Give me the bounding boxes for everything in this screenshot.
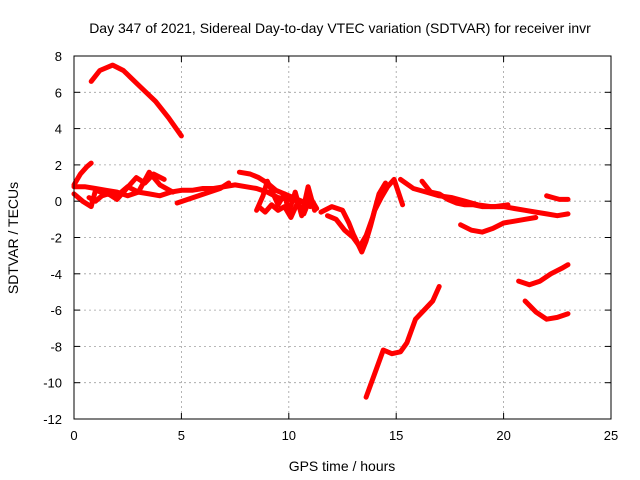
- ticks: 0 5 10 15 20 25 -12 -10 -8 -6 -4 -2 0 2 4 6 8: [43, 49, 618, 443]
- y-tick-label: 4: [55, 122, 62, 137]
- series-group: [71, 62, 571, 400]
- series-arc-start-rise: [71, 160, 94, 188]
- y-tick-label: -2: [50, 231, 62, 246]
- series-arc-lowest: [363, 284, 442, 400]
- y-tick-label: 6: [55, 85, 62, 100]
- x-tick-label: 0: [70, 428, 77, 443]
- y-axis-label: SDTVAR / TECUs: [5, 182, 21, 294]
- grid: [74, 56, 611, 419]
- series-arc-main-c: [86, 171, 167, 204]
- y-tick-label: 2: [55, 158, 62, 173]
- series-arc-low-mid: [458, 215, 539, 235]
- series-arc-late-a: [516, 262, 571, 288]
- series-arc-dip-b: [325, 180, 388, 250]
- x-tick-label: 5: [178, 428, 185, 443]
- y-tick-label: -12: [43, 412, 62, 427]
- series-arc-dip: [318, 176, 406, 255]
- y-tick-label: -10: [43, 376, 62, 391]
- series-arc-late-b: [522, 298, 571, 322]
- series-arc-high: [88, 62, 184, 139]
- series-arc-after-dip-b: [419, 178, 511, 210]
- series-arc-mid-d: [256, 195, 320, 220]
- x-axis-label: GPS time / hours: [289, 458, 396, 474]
- x-tick-label: 15: [389, 428, 403, 443]
- x-tick-label: 10: [282, 428, 296, 443]
- series-arc-mid-a: [174, 180, 232, 206]
- y-tick-label: -6: [50, 303, 62, 318]
- y-tick-label: 8: [55, 49, 62, 64]
- x-tick-label: 25: [604, 428, 618, 443]
- x-tick-label: 20: [496, 428, 510, 443]
- y-tick-label: -4: [50, 267, 62, 282]
- y-tick-label: -8: [50, 339, 62, 354]
- chart-title: Day 347 of 2021, Sidereal Day-to-day VTE…: [89, 20, 591, 36]
- series-arc-mid-c: [254, 178, 318, 219]
- series-arc-late-c: [544, 193, 571, 202]
- y-tick-label: 0: [55, 194, 62, 209]
